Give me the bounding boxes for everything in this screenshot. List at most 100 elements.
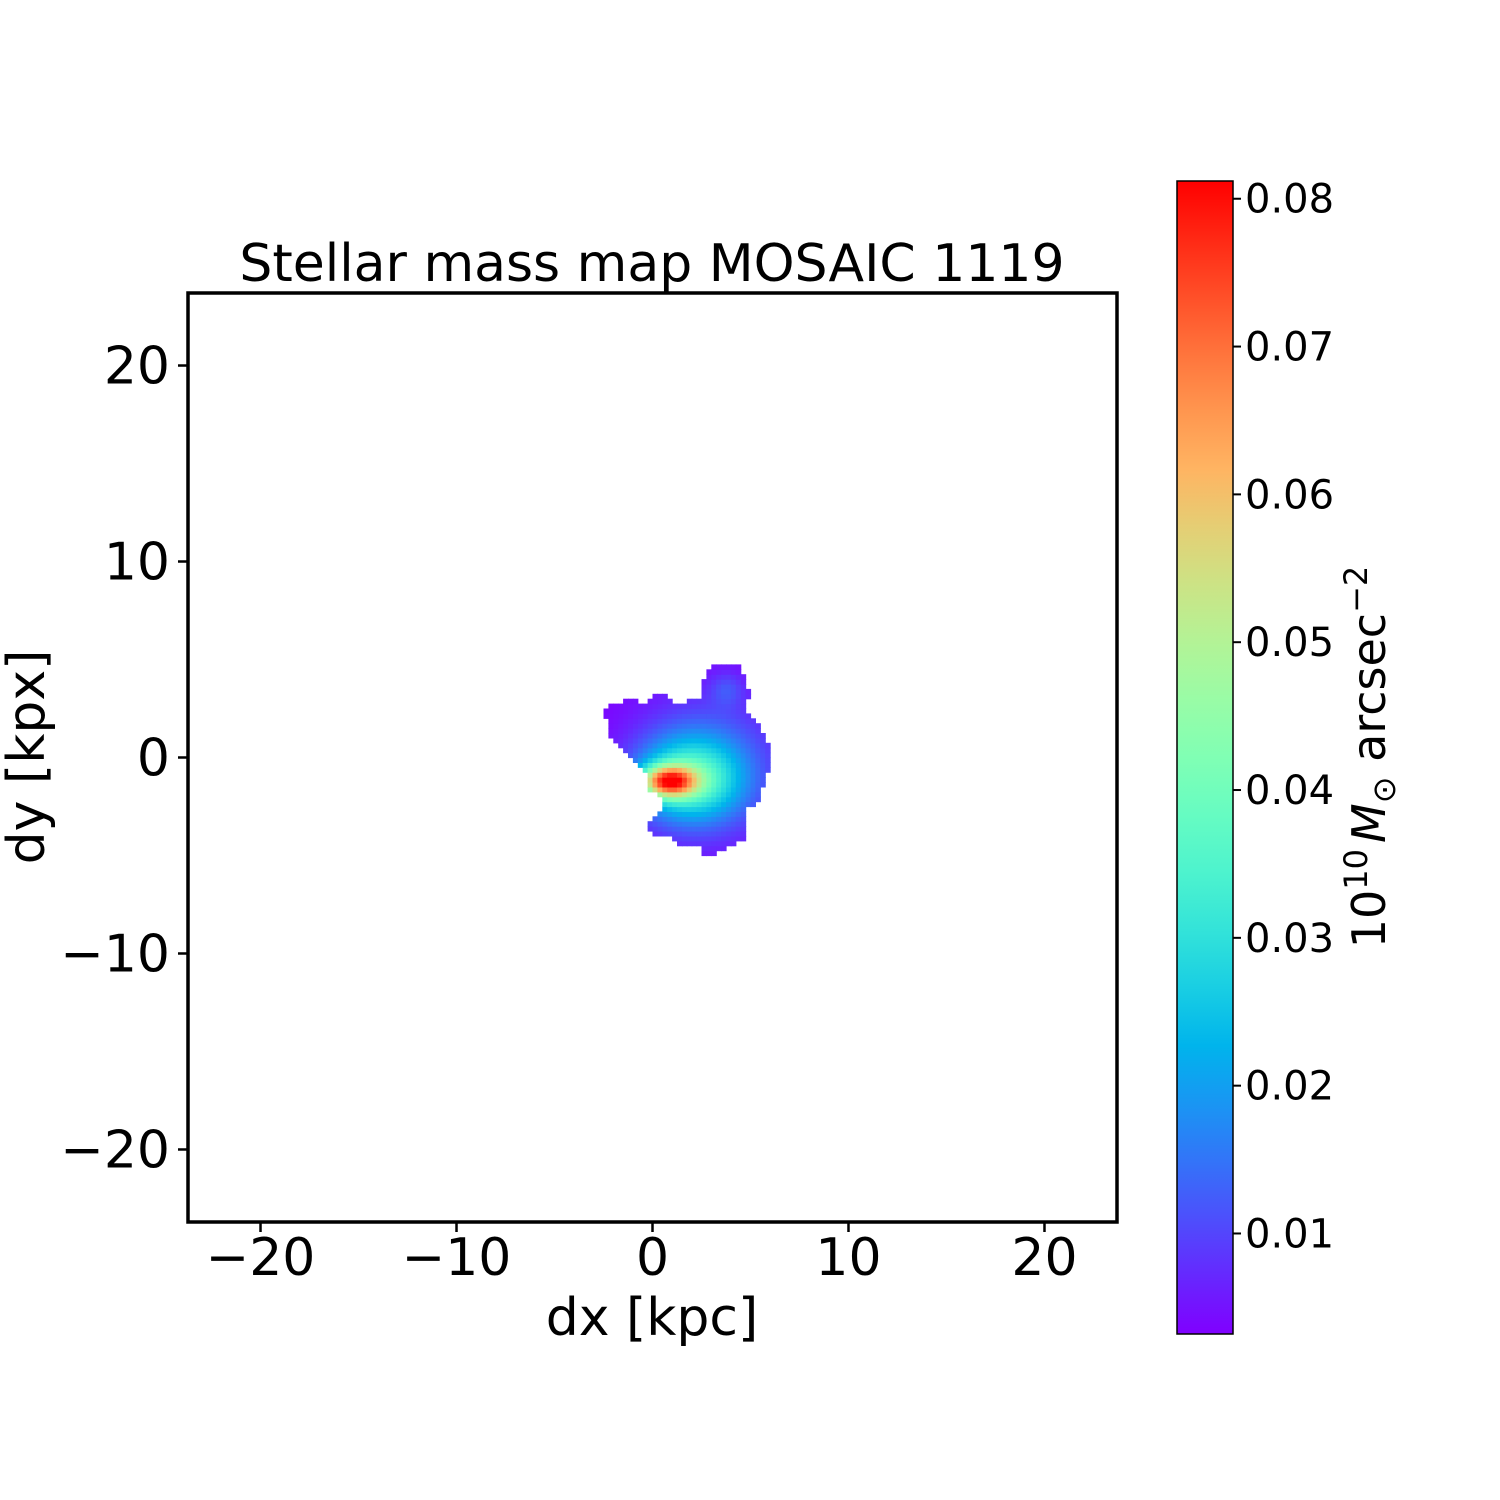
heatmap-cell xyxy=(696,718,703,724)
heatmap-cell xyxy=(711,840,717,847)
heatmap-cell xyxy=(740,811,747,817)
heatmap-cell xyxy=(716,674,722,680)
heatmap-cell xyxy=(706,688,712,695)
heatmap-cell xyxy=(730,835,737,842)
x-axis-label: dx [kpc] xyxy=(546,1288,759,1348)
heatmap-cell xyxy=(721,772,727,778)
heatmap-cell xyxy=(696,821,703,827)
heatmap-cell xyxy=(686,826,693,832)
heatmap-cell xyxy=(721,684,727,690)
heatmap-cell xyxy=(760,757,766,763)
heatmap-cell xyxy=(662,762,668,768)
heatmap-cell xyxy=(716,733,722,739)
heatmap-cell xyxy=(677,733,683,739)
heatmap-cell xyxy=(721,801,727,808)
heatmap-cell xyxy=(667,708,673,714)
heatmap-cell xyxy=(686,791,693,798)
heatmap-cell xyxy=(755,777,761,783)
heatmap-cell xyxy=(696,737,703,744)
heatmap-cell xyxy=(657,693,663,700)
heatmap-cell xyxy=(701,757,707,763)
heatmap-cell xyxy=(667,811,673,817)
heatmap-cell xyxy=(637,723,644,729)
heatmap-cell xyxy=(740,737,747,744)
heatmap-cell xyxy=(726,733,732,739)
heatmap-cell xyxy=(711,713,717,719)
heatmap-cell xyxy=(701,840,707,847)
heatmap-cell xyxy=(677,762,683,768)
heatmap-cell xyxy=(696,772,703,778)
heatmap-cell xyxy=(637,762,644,768)
heatmap-cell xyxy=(667,742,673,749)
heatmap-cell xyxy=(681,718,688,724)
heatmap-cell xyxy=(642,767,649,773)
heatmap-cell xyxy=(740,816,747,822)
heatmap-cell xyxy=(632,723,639,729)
heatmap-cell xyxy=(730,742,737,749)
heatmap-cell xyxy=(735,757,742,763)
heatmap-cell xyxy=(642,733,649,739)
heatmap-cell xyxy=(672,747,678,754)
heatmap-cell xyxy=(652,698,658,705)
heatmap-cell xyxy=(652,831,658,837)
heatmap-cell xyxy=(613,708,619,714)
heatmap-cell xyxy=(711,688,717,695)
heatmap-cell xyxy=(716,840,722,847)
heatmap-cell xyxy=(696,698,703,705)
heatmap-cell xyxy=(745,733,752,739)
heatmap-cell xyxy=(628,703,634,710)
heatmap-cell xyxy=(716,718,722,724)
heatmap-cell xyxy=(667,777,673,783)
heatmap-cell xyxy=(642,718,649,724)
heatmap-cell xyxy=(745,757,752,763)
heatmap-cell xyxy=(726,698,732,705)
heatmap-cell xyxy=(745,767,752,773)
heatmap-cell xyxy=(755,791,761,798)
heatmap-cell xyxy=(691,777,698,783)
heatmap-cell xyxy=(721,835,727,842)
heatmap-cell xyxy=(657,826,663,832)
heatmap-cell xyxy=(677,835,683,842)
heatmap-cell xyxy=(632,703,639,710)
heatmap-cell xyxy=(662,703,668,710)
heatmap-cell xyxy=(730,684,737,690)
heatmap-cell xyxy=(716,664,722,670)
heatmap-cell xyxy=(667,752,673,759)
heatmap-cell xyxy=(657,708,663,714)
heatmap-cell xyxy=(667,762,673,768)
heatmap-cell xyxy=(642,703,649,710)
heatmap-cell xyxy=(657,767,663,773)
heatmap-cell xyxy=(691,742,698,749)
heatmap-cell xyxy=(716,782,722,788)
heatmap-cell xyxy=(632,713,639,719)
heatmap-cell xyxy=(623,703,629,710)
heatmap-cell xyxy=(735,782,742,788)
heatmap-cell xyxy=(667,796,673,803)
heatmap-cell xyxy=(677,708,683,714)
x-axis-ticks: −20 −10 0 10 20 xyxy=(206,1222,1078,1288)
heatmap-cell xyxy=(647,708,654,714)
heatmap-cell xyxy=(701,737,707,744)
heatmap-cell xyxy=(686,831,693,837)
colorbar-tick-label: 0.05 xyxy=(1245,620,1334,666)
heatmap-cell xyxy=(721,703,727,710)
heatmap-cell xyxy=(677,840,683,847)
heatmap-cell xyxy=(716,703,722,710)
heatmap-cell xyxy=(681,786,688,793)
heatmap-cell xyxy=(657,728,663,734)
heatmap-cell xyxy=(701,791,707,798)
heatmap-cell xyxy=(740,728,747,734)
colorbar-tick-label: 0.02 xyxy=(1245,1064,1334,1110)
heatmap-cell xyxy=(686,821,693,827)
heatmap-cell xyxy=(623,708,629,714)
heatmap-cell xyxy=(721,845,727,852)
heatmap-cell xyxy=(677,757,683,763)
heatmap-cell xyxy=(765,752,771,759)
heatmap-cell xyxy=(711,693,717,700)
heatmap-cell xyxy=(681,782,688,788)
heatmap-cell xyxy=(677,737,683,744)
heatmap-cell xyxy=(750,757,756,763)
heatmap-cell xyxy=(667,782,673,788)
heatmap-cell xyxy=(726,669,732,675)
heatmap-cell xyxy=(677,703,683,710)
